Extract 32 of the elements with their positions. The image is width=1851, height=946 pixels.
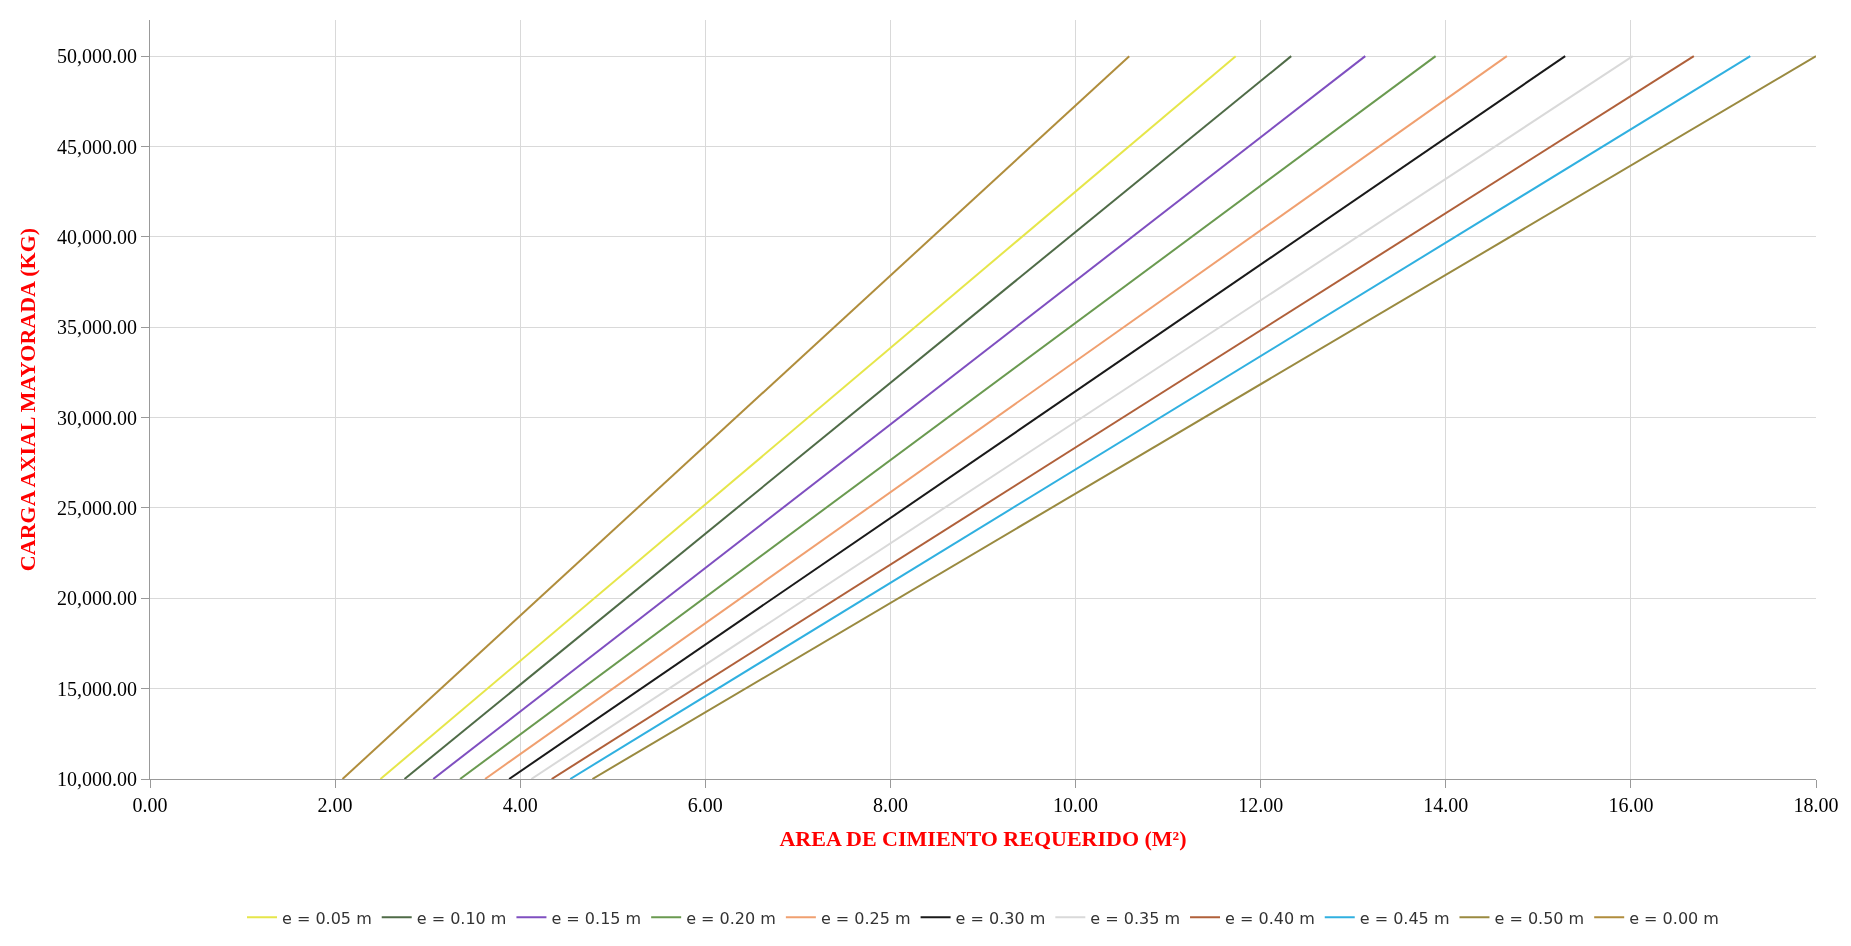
x-tick-label: 18.00 <box>1793 794 1839 816</box>
x-tick-label: 0.00 <box>132 794 168 816</box>
legend-label: e = 0.15 m <box>551 908 642 928</box>
y-tick-label: 50,000.00 <box>57 45 137 68</box>
y-tick-label: 25,000.00 <box>57 496 137 519</box>
legend-label: e = 0.05 m <box>282 908 372 928</box>
x-tick-label: 16.00 <box>1608 794 1654 816</box>
x-tick-label: 8.00 <box>872 794 908 816</box>
x-tick-label: 6.00 <box>687 794 723 816</box>
y-axis-title: CARGA AXIAL MAYORADA (KG) <box>14 227 40 572</box>
x-axis-title: AREA DE CIMIENTO REQUERIDO (M²) <box>779 825 1187 851</box>
y-tick-label: 30,000.00 <box>57 406 137 429</box>
legend-label: e = 0.40 m <box>1225 908 1315 928</box>
y-tick-label: 35,000.00 <box>57 316 137 339</box>
x-tick-label: 2.00 <box>317 794 353 816</box>
legend-label: e = 0.20 m <box>686 908 776 928</box>
legend-label: e = 0.45 m <box>1359 908 1450 928</box>
y-tick-label: 40,000.00 <box>57 225 137 248</box>
legend-label: e = 0.30 m <box>955 908 1046 928</box>
y-tick-label: 45,000.00 <box>57 135 137 158</box>
legend-label: e = 0.50 m <box>1494 908 1585 928</box>
legend-label: e = 0.10 m <box>416 908 507 928</box>
x-tick-label: 4.00 <box>502 794 538 816</box>
x-tick-label: 10.00 <box>1053 794 1099 816</box>
y-tick-label: 20,000.00 <box>57 587 137 610</box>
legend-label: e = 0.25 m <box>820 908 911 928</box>
legend-label: e = 0.35 m <box>1090 908 1181 928</box>
x-tick-label: 12.00 <box>1238 794 1284 816</box>
legend-label: e = 0.00 m <box>1629 908 1719 928</box>
y-tick-label: 10,000.00 <box>57 768 137 790</box>
x-tick-label: 14.00 <box>1423 794 1469 816</box>
y-tick-label: 15,000.00 <box>57 677 137 700</box>
